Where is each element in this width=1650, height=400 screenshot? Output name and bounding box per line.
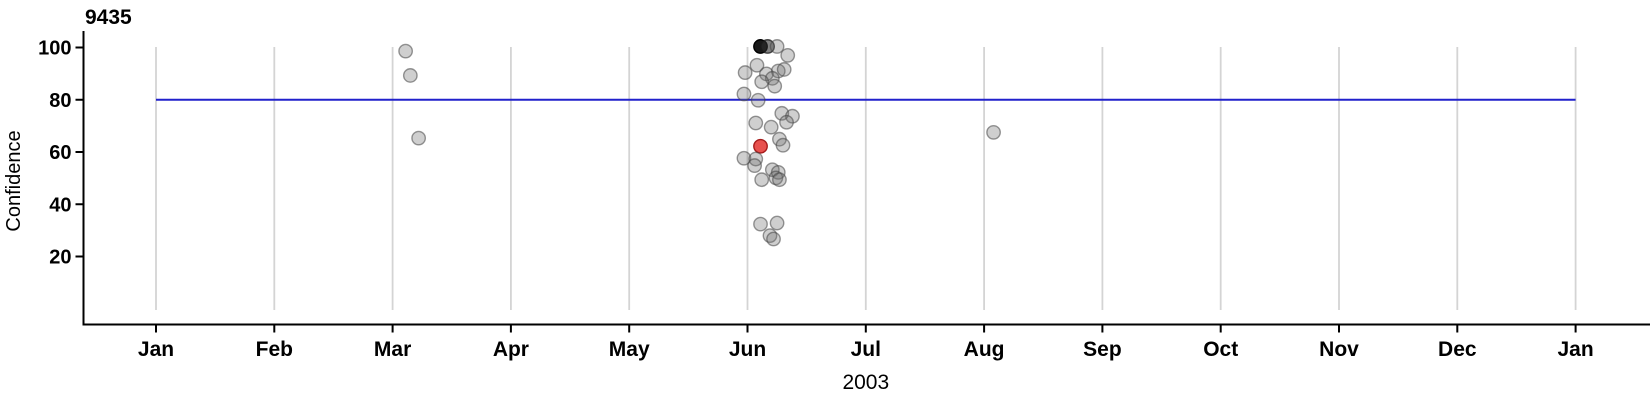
data-point	[737, 65, 753, 80]
data-point	[747, 158, 762, 173]
x-tick-label-oct-9: Oct	[1203, 338, 1238, 361]
x-tick-label-feb-1: Feb	[256, 338, 293, 361]
month-gridlines	[155, 47, 1577, 310]
y-axis-title: Confidence	[3, 130, 25, 231]
data-point	[769, 215, 785, 231]
y-tick-label-20: 20	[49, 247, 71, 269]
x-tick-label-dec-11: Dec	[1438, 338, 1477, 361]
x-axis-title: 2003	[842, 371, 889, 394]
chart-title: 9435	[85, 6, 132, 29]
x-tick-label-aug-7: Aug	[964, 338, 1005, 361]
axes	[75, 31, 1650, 333]
x-tick-label-nov-10: Nov	[1319, 338, 1359, 361]
y-tick-label-60: 60	[49, 142, 71, 164]
data-point	[780, 47, 796, 63]
data-point	[779, 114, 794, 130]
y-tick-label-40: 40	[49, 194, 71, 216]
x-tick-label-may-4: May	[609, 338, 650, 361]
data-point	[748, 115, 764, 131]
data-point	[754, 172, 770, 188]
y-tick-label-100: 100	[38, 38, 71, 60]
data-point	[986, 125, 1001, 140]
data-point	[763, 119, 779, 135]
data-point	[769, 39, 785, 54]
x-tick-label-jun-5: Jun	[729, 338, 766, 361]
x-tick-label-jul-6: Jul	[851, 338, 881, 361]
x-tick-label-jan-12: Jan	[1558, 338, 1594, 361]
data-point	[749, 57, 765, 73]
highlighted-data-point	[753, 138, 768, 154]
y-tick-label-80: 80	[49, 90, 71, 112]
x-tick-label-apr-3: Apr	[493, 338, 529, 361]
x-tick-label-mar-2: Mar	[374, 338, 411, 361]
data-points	[398, 39, 1001, 247]
data-point	[736, 150, 752, 166]
data-point	[398, 43, 414, 59]
data-point	[411, 130, 427, 146]
data-point	[766, 231, 781, 247]
x-tick-label-sep-8: Sep	[1083, 338, 1122, 361]
x-tick-label-jan-0: Jan	[138, 338, 174, 361]
data-point	[402, 68, 418, 83]
data-point	[750, 92, 766, 108]
data-point	[772, 172, 787, 188]
data-point	[776, 62, 792, 77]
data-point	[754, 74, 770, 90]
data-point	[775, 137, 791, 153]
data-point	[753, 216, 768, 232]
data-point	[736, 86, 752, 102]
data-point	[767, 78, 783, 94]
